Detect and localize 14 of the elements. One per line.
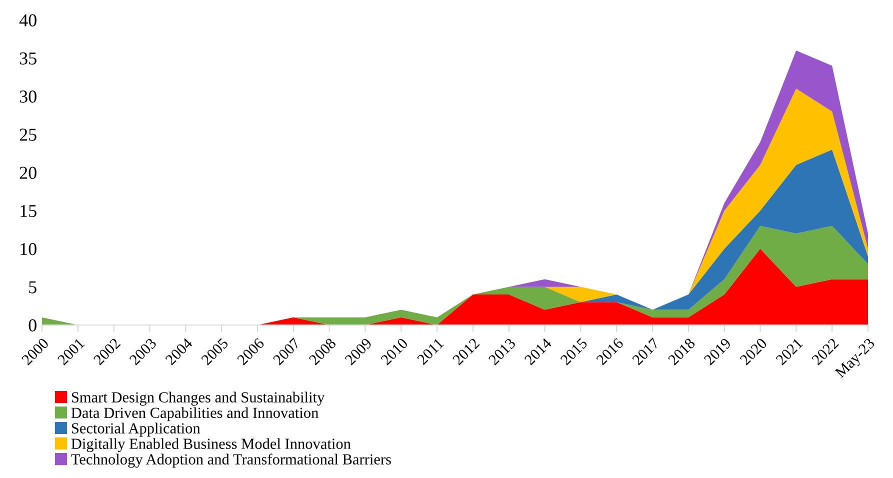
y-tick-label: 35 [20, 52, 36, 65]
y-tick-label: 5 [29, 281, 36, 294]
legend-label: Smart Design Changes and Sustainability [72, 392, 325, 406]
y-tick-label: 15 [20, 204, 36, 218]
y-tick-label: 10 [20, 243, 36, 256]
y-tick-label: 30 [20, 90, 36, 103]
legend-label: Digitally Enabled Business Model Innovation [71, 438, 351, 452]
legend-label: Sectorial Application [72, 422, 200, 437]
y-tick-label: 25 [20, 128, 36, 141]
legend-label: Technology Adoption and Transformational Barriers [71, 454, 391, 468]
legend-label: Data Driven Capabilities and Innovation [71, 407, 318, 422]
y-tick-label: 40 [19, 14, 36, 26]
y-tick-label: 20 [20, 166, 36, 179]
y-tick-label: 0 [28, 319, 36, 332]
